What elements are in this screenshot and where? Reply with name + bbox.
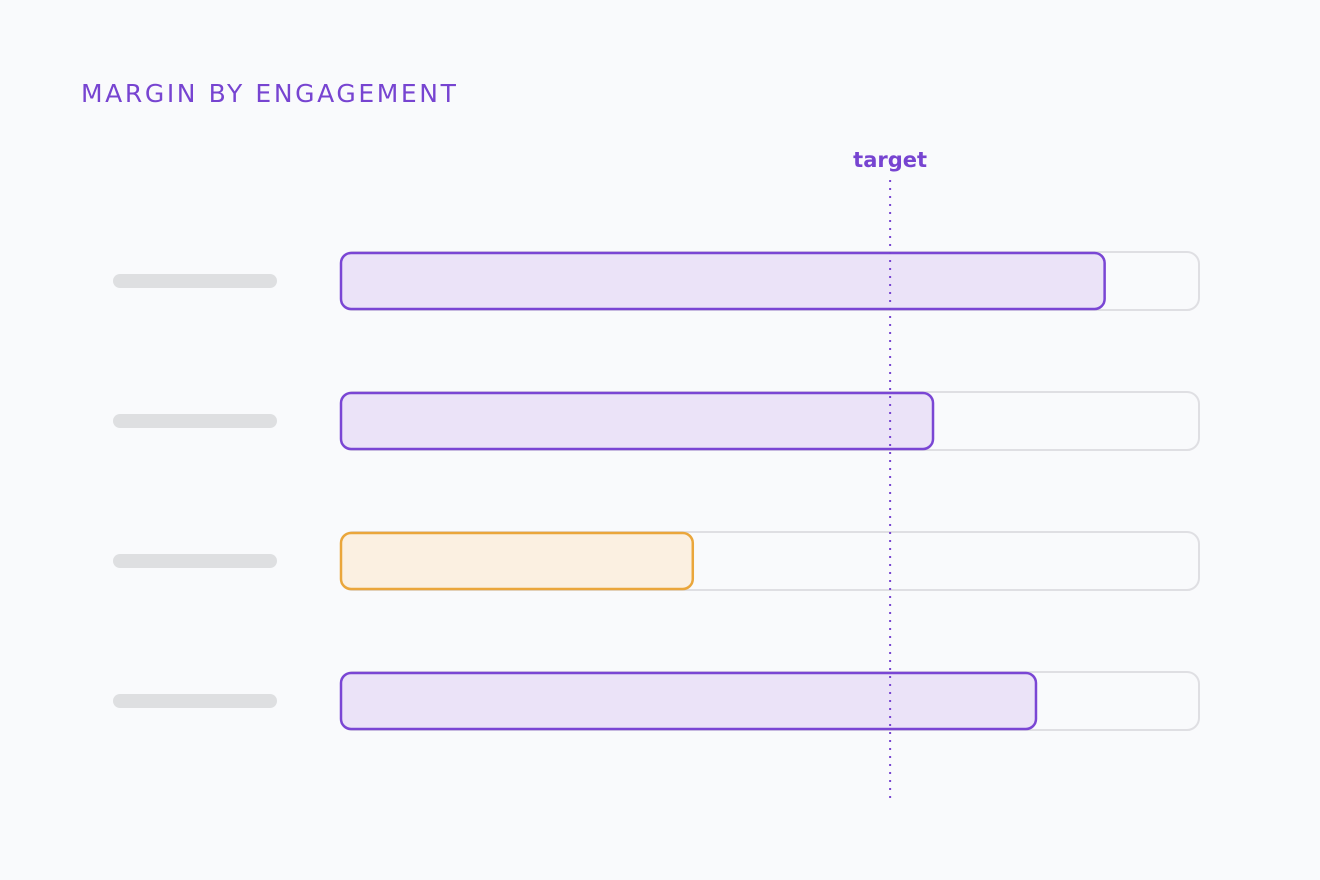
- category-label-placeholder: [113, 274, 277, 288]
- category-label-placeholder: [113, 414, 277, 428]
- bar-below-target: [339, 531, 695, 591]
- chart-title: MARGIN BY ENGAGEMENT: [81, 79, 459, 108]
- category-label-placeholder: [113, 694, 277, 708]
- target-label: target: [853, 148, 927, 172]
- bar: [339, 391, 935, 451]
- bar: [339, 251, 1106, 311]
- category-label-placeholder: [113, 554, 277, 568]
- bar: [339, 671, 1038, 731]
